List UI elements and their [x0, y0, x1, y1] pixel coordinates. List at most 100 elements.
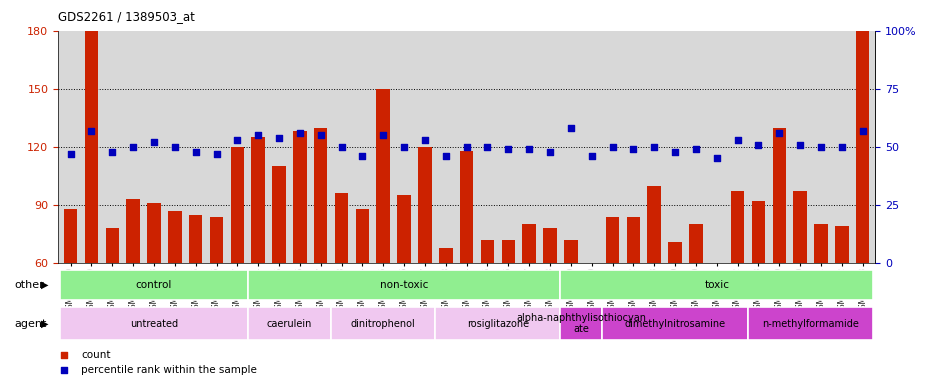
Bar: [771, 127, 785, 263]
Point: [57, 367, 72, 373]
Bar: [230, 147, 244, 263]
Bar: [417, 147, 431, 263]
Point: [251, 132, 266, 138]
Bar: [501, 240, 515, 263]
Bar: [334, 194, 348, 263]
Bar: [84, 31, 98, 263]
Bar: [314, 127, 328, 263]
Text: GDS2261 / 1389503_at: GDS2261 / 1389503_at: [58, 10, 195, 23]
Point: [771, 130, 786, 136]
Point: [729, 137, 744, 143]
Bar: [439, 248, 452, 263]
Bar: [751, 201, 765, 263]
Point: [542, 149, 557, 155]
Text: dimethylnitrosamine: dimethylnitrosamine: [623, 318, 724, 329]
Bar: [667, 242, 681, 263]
Text: ▶: ▶: [41, 318, 49, 329]
Bar: [106, 228, 119, 263]
Point: [229, 137, 244, 143]
Point: [355, 153, 370, 159]
Point: [500, 146, 515, 152]
Text: ▶: ▶: [41, 280, 49, 290]
Bar: [460, 151, 473, 263]
Bar: [356, 209, 369, 263]
Bar: [602, 307, 747, 340]
Bar: [60, 307, 247, 340]
Point: [292, 130, 307, 136]
Point: [313, 132, 328, 138]
Bar: [605, 217, 619, 263]
Point: [583, 153, 598, 159]
Bar: [747, 307, 872, 340]
Point: [125, 144, 140, 150]
Point: [833, 144, 848, 150]
Point: [146, 139, 161, 145]
Bar: [210, 217, 223, 263]
Text: other: other: [14, 280, 44, 290]
Bar: [730, 191, 743, 263]
Bar: [293, 131, 306, 263]
Point: [334, 144, 349, 150]
Point: [563, 125, 578, 131]
Bar: [560, 307, 602, 340]
Bar: [435, 307, 560, 340]
Bar: [247, 270, 560, 300]
Bar: [126, 199, 139, 263]
Bar: [272, 166, 285, 263]
Point: [375, 132, 390, 138]
Bar: [60, 270, 247, 300]
Text: agent: agent: [14, 318, 47, 329]
Point: [271, 134, 286, 141]
Bar: [543, 228, 556, 263]
Text: control: control: [136, 280, 172, 290]
Point: [479, 144, 494, 150]
Bar: [855, 31, 869, 263]
Point: [666, 149, 681, 155]
Text: non-toxic: non-toxic: [379, 280, 428, 290]
Point: [63, 151, 78, 157]
Point: [84, 127, 99, 134]
Bar: [147, 203, 161, 263]
Point: [812, 144, 827, 150]
Text: toxic: toxic: [704, 280, 728, 290]
Point: [417, 137, 432, 143]
Bar: [688, 224, 702, 263]
Bar: [793, 191, 806, 263]
Point: [105, 149, 120, 155]
Text: count: count: [81, 350, 110, 360]
Text: n-methylformamide: n-methylformamide: [761, 318, 858, 329]
Bar: [563, 240, 577, 263]
Point: [168, 144, 183, 150]
Bar: [247, 307, 330, 340]
Point: [57, 352, 72, 358]
Bar: [522, 224, 535, 263]
Bar: [168, 211, 182, 263]
Point: [188, 149, 203, 155]
Bar: [397, 195, 410, 263]
Point: [396, 144, 411, 150]
Bar: [626, 217, 639, 263]
Bar: [330, 307, 435, 340]
Bar: [64, 209, 78, 263]
Point: [209, 151, 224, 157]
Point: [709, 156, 724, 162]
Bar: [251, 137, 265, 263]
Text: alpha-naphthylisothiocyan
ate: alpha-naphthylisothiocyan ate: [516, 313, 646, 334]
Point: [625, 146, 640, 152]
Point: [750, 141, 765, 147]
Point: [605, 144, 620, 150]
Point: [521, 146, 536, 152]
Point: [459, 144, 474, 150]
Bar: [376, 89, 389, 263]
Bar: [834, 226, 848, 263]
Text: untreated: untreated: [130, 318, 178, 329]
Text: percentile rank within the sample: percentile rank within the sample: [81, 365, 256, 376]
Point: [646, 144, 661, 150]
Bar: [560, 270, 872, 300]
Point: [688, 146, 703, 152]
Point: [855, 127, 870, 134]
Text: dinitrophenol: dinitrophenol: [350, 318, 416, 329]
Text: rosiglitazone: rosiglitazone: [466, 318, 529, 329]
Text: caerulein: caerulein: [267, 318, 312, 329]
Bar: [480, 240, 493, 263]
